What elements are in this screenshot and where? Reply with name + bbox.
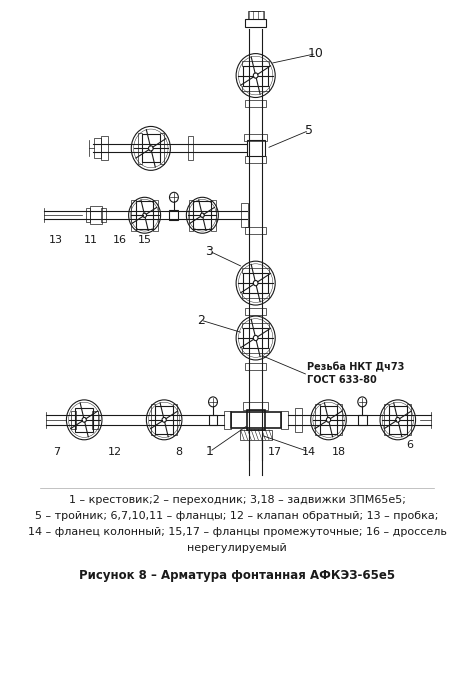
Text: 11: 11 (83, 235, 98, 245)
Bar (242, 293, 269, 298)
Bar (154, 200, 158, 231)
Bar (231, 412, 281, 428)
Bar (242, 60, 269, 66)
Text: 5: 5 (305, 124, 313, 137)
Bar (189, 200, 193, 231)
Text: 3: 3 (206, 244, 213, 258)
Bar (281, 411, 288, 429)
Bar (193, 201, 211, 230)
Bar (245, 19, 266, 26)
Bar (242, 85, 269, 91)
Bar (75, 408, 93, 432)
Bar (245, 100, 266, 108)
Bar (170, 211, 178, 220)
Bar (407, 404, 411, 435)
Bar (224, 411, 231, 429)
Bar (243, 402, 268, 410)
Bar (137, 133, 142, 164)
Text: 14: 14 (302, 447, 316, 457)
Bar (337, 404, 342, 435)
Bar (243, 328, 268, 348)
Text: 2: 2 (197, 313, 204, 326)
Bar (90, 206, 102, 224)
Text: 14 – фланец колонный; 15,17 – фланцы промежуточные; 16 – дроссель: 14 – фланец колонный; 15,17 – фланцы про… (27, 527, 447, 537)
Bar (245, 308, 266, 315)
Text: 7: 7 (53, 447, 60, 457)
Bar (319, 406, 337, 434)
Text: Резьба НКТ Дч73: Резьба НКТ Дч73 (307, 362, 404, 372)
Text: нерегулируемый: нерегулируемый (187, 542, 287, 552)
Bar (94, 138, 101, 158)
Text: 17: 17 (268, 447, 282, 457)
Text: 12: 12 (108, 447, 122, 457)
Bar (315, 404, 319, 435)
Bar (243, 273, 268, 293)
Bar (240, 430, 272, 440)
Bar (245, 227, 266, 234)
Bar (242, 348, 269, 353)
Bar (242, 268, 269, 273)
Bar (92, 411, 98, 429)
Bar (241, 203, 247, 227)
Text: 18: 18 (332, 447, 346, 457)
Text: 16: 16 (113, 235, 127, 245)
Text: 1 – крестовик;2 – переходник; 3,18 – задвижки ЗПМ65е5;: 1 – крестовик;2 – переходник; 3,18 – зад… (69, 495, 405, 504)
Text: 15: 15 (137, 235, 152, 245)
Bar (295, 408, 302, 432)
Text: 13: 13 (49, 235, 63, 245)
Bar (151, 404, 155, 435)
Bar (247, 140, 264, 156)
Text: Рисунок 8 – Арматура фонтанная АФКЭЗ-65е5: Рисунок 8 – Арматура фонтанная АФКЭЗ-65е… (79, 569, 395, 582)
Bar (188, 136, 193, 160)
Bar (247, 11, 264, 19)
Bar (101, 136, 108, 160)
Bar (142, 135, 160, 162)
Text: ГОСТ 633-80: ГОСТ 633-80 (307, 375, 377, 385)
Text: 1: 1 (206, 445, 213, 458)
Bar (242, 323, 269, 328)
Bar (244, 135, 267, 141)
Bar (71, 411, 76, 429)
Bar (160, 133, 164, 164)
Bar (389, 406, 407, 434)
Bar (155, 406, 173, 434)
Bar (358, 415, 367, 425)
Bar (131, 200, 136, 231)
Bar (209, 415, 218, 425)
Bar (173, 404, 177, 435)
Text: 8: 8 (176, 447, 183, 457)
Text: 5 – тройник; 6,7,10,11 – фланцы; 12 – клапан обратный; 13 – пробка;: 5 – тройник; 6,7,10,11 – фланцы; 12 – кл… (35, 510, 439, 521)
Text: 10: 10 (308, 47, 324, 60)
Bar (245, 156, 266, 163)
Bar (243, 66, 268, 85)
Bar (384, 404, 389, 435)
Bar (247, 410, 264, 430)
Text: 6: 6 (407, 440, 414, 450)
Bar (136, 201, 154, 230)
Bar (245, 363, 266, 370)
Bar (86, 209, 91, 222)
Bar (101, 209, 106, 222)
Bar (211, 200, 216, 231)
